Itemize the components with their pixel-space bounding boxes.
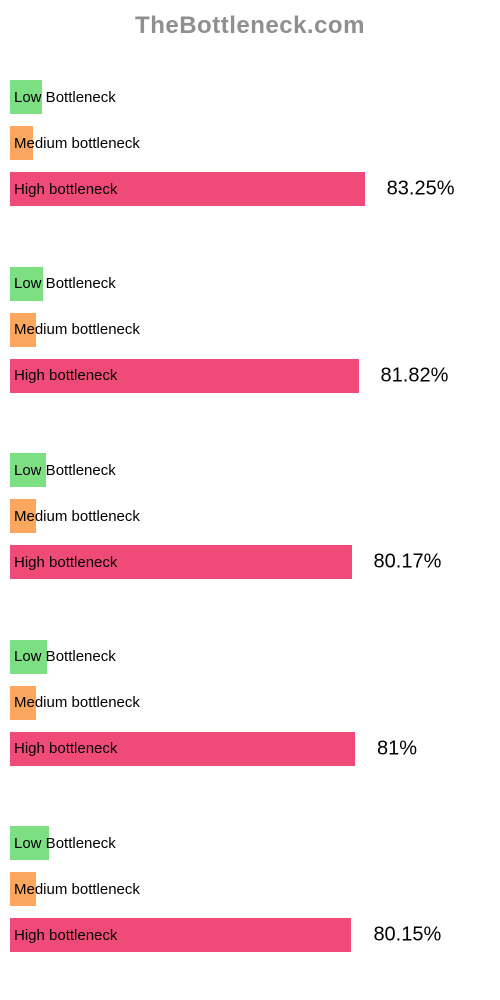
bar-high: High bottleneck [10, 732, 355, 766]
bar-row: High bottleneck 83.25% [10, 172, 490, 206]
bar-high: High bottleneck [10, 359, 359, 393]
bar-value-label: 83.25% [387, 178, 455, 201]
bar-low: Low Bottleneck [10, 267, 43, 301]
bar-row: Low Bottleneck [10, 453, 490, 487]
bar-value-label: 80.15% [373, 924, 441, 947]
bar-row: Low Bottleneck [10, 267, 490, 301]
bar-low: Low Bottleneck [10, 80, 42, 114]
bar-value-label: 81.82% [381, 364, 449, 387]
watermark-text: TheBottleneck.com [0, 12, 500, 40]
bar-row: Medium bottleneck [10, 313, 490, 347]
chart-group: Low Bottleneck Medium bottleneck High bott… [0, 80, 500, 218]
bar-row: High bottleneck 81% [10, 732, 490, 766]
chart-group: Low Bottleneck Medium bottleneck High bott… [0, 640, 500, 778]
bar-label: Medium bottleneck [14, 321, 140, 338]
bar-row: High bottleneck 80.17% [10, 545, 490, 579]
bar-high: High bottleneck [10, 172, 365, 206]
chart-group: Low Bottleneck Medium bottleneck High bott… [0, 267, 500, 405]
bar-label: Medium bottleneck [14, 508, 140, 525]
bar-med: Medium bottleneck [10, 686, 36, 720]
x-axis [10, 969, 436, 970]
bar-med: Medium bottleneck [10, 126, 33, 160]
bar-row: Low Bottleneck [10, 640, 490, 674]
chart-groups: Low Bottleneck Medium bottleneck High bott… [0, 80, 500, 964]
bar-high: High bottleneck [10, 918, 351, 952]
chart-container: TheBottleneck.com Low Bottleneck Medium b… [0, 0, 500, 1000]
bar-med: Medium bottleneck [10, 313, 36, 347]
bar-label: High bottleneck [14, 181, 117, 198]
bar-label: Low Bottleneck [14, 462, 116, 479]
bar-value-label: 80.17% [374, 551, 442, 574]
bar-low: Low Bottleneck [10, 826, 49, 860]
bar-row: Low Bottleneck [10, 80, 490, 114]
bar-low: Low Bottleneck [10, 640, 47, 674]
bar-label: High bottleneck [14, 554, 117, 571]
bar-label: High bottleneck [14, 367, 117, 384]
bar-label: Low Bottleneck [14, 835, 116, 852]
bar-row: Medium bottleneck [10, 872, 490, 906]
chart-group: Low Bottleneck Medium bottleneck High bott… [0, 453, 500, 591]
bar-label: Medium bottleneck [14, 881, 140, 898]
bar-row: Medium bottleneck [10, 126, 490, 160]
bar-row: High bottleneck 81.82% [10, 359, 490, 393]
chart-group: Low Bottleneck Medium bottleneck High bott… [0, 826, 500, 964]
bar-low: Low Bottleneck [10, 453, 46, 487]
bar-label: High bottleneck [14, 740, 117, 757]
bar-label: Low Bottleneck [14, 89, 116, 106]
bar-row: Medium bottleneck [10, 499, 490, 533]
bar-label: Low Bottleneck [14, 648, 116, 665]
bar-value-label: 81% [377, 737, 417, 760]
bar-med: Medium bottleneck [10, 872, 36, 906]
bar-med: Medium bottleneck [10, 499, 36, 533]
bar-row: Medium bottleneck [10, 686, 490, 720]
bar-label: High bottleneck [14, 927, 117, 944]
bar-label: Low Bottleneck [14, 275, 116, 292]
bar-row: High bottleneck 80.15% [10, 918, 490, 952]
bar-high: High bottleneck [10, 545, 352, 579]
bar-label: Medium bottleneck [14, 135, 140, 152]
bar-label: Medium bottleneck [14, 694, 140, 711]
bar-row: Low Bottleneck [10, 826, 490, 860]
